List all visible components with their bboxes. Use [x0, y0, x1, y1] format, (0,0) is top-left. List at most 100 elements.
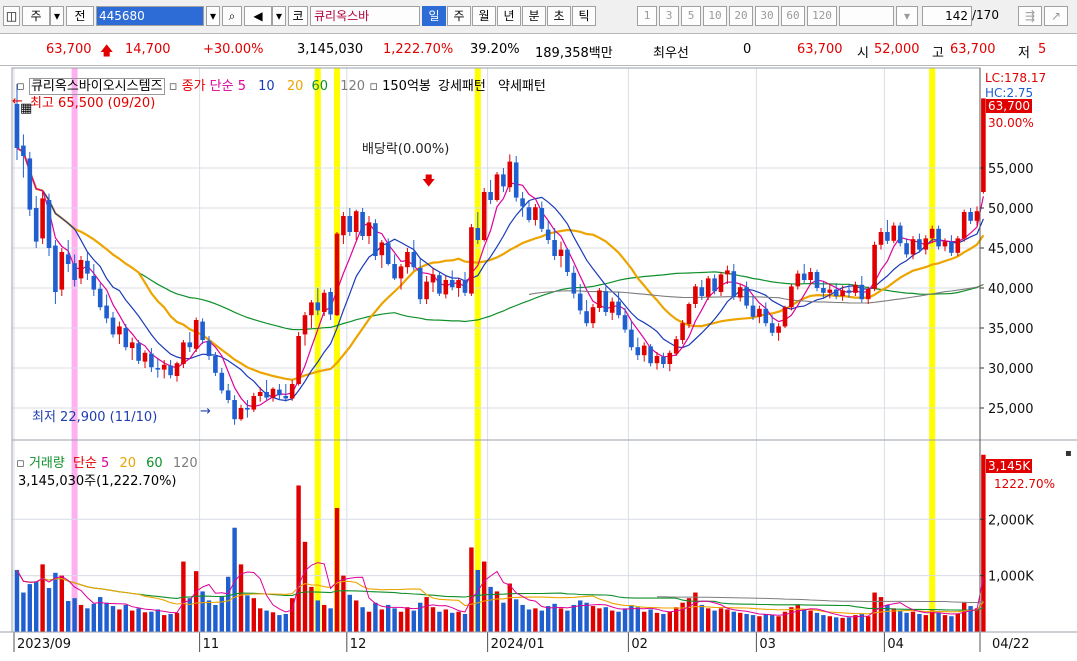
candle-body — [104, 305, 109, 319]
volume-ratio: 1,222.70% — [383, 42, 454, 57]
date-label: 2024/01 — [491, 637, 545, 652]
candle-body — [520, 198, 525, 207]
compare-icon[interactable]: ⇶ — [1018, 6, 1042, 26]
volume-bar — [130, 610, 135, 632]
speaker-dropdown-icon[interactable]: ▾ — [272, 6, 286, 26]
candle-body — [795, 273, 801, 287]
candlestick-chart[interactable]: 25,000 30,000 35,000 40,000 45,000 50,000 55,0… — [0, 66, 1077, 658]
candle-body — [385, 243, 391, 264]
candle-body — [961, 212, 967, 239]
interval-30[interactable]: 30 — [755, 6, 779, 26]
volume-bar — [264, 610, 269, 632]
volume-bar — [219, 595, 224, 632]
candle-body — [33, 208, 39, 242]
current-price-secondary: 63,700 — [797, 42, 843, 57]
date-label: 2023/09 — [17, 637, 71, 652]
low-value: 5 — [1038, 42, 1047, 57]
candle-body — [277, 389, 282, 396]
mode-select-secondary[interactable]: 전 — [66, 6, 94, 26]
legend-bullet: ▫ — [16, 79, 25, 94]
candle-count-total: /170 — [972, 8, 999, 22]
volume-bar — [654, 612, 660, 632]
mode-secondary-label: 전 — [74, 9, 86, 23]
candle-body — [635, 347, 641, 356]
period-tab-second[interactable]: 초 — [547, 6, 571, 26]
best-bid-value: 0 — [743, 42, 752, 57]
interval-3[interactable]: 3 — [659, 6, 679, 26]
period-tab-month[interactable]: 월 — [472, 6, 496, 26]
volume-bar — [558, 608, 564, 632]
period-tab-tick[interactable]: 틱 — [572, 6, 596, 26]
volume-bar — [699, 604, 704, 632]
stock-name-label[interactable]: 큐리옥스바 — [310, 6, 420, 26]
interval-dropdown-icon[interactable]: ▾ — [896, 6, 918, 26]
volume-bar — [123, 604, 128, 632]
trend-icon[interactable]: ↗ — [1044, 6, 1068, 26]
volume-bar — [802, 609, 807, 632]
candle-body — [974, 211, 980, 221]
volume-bar — [674, 607, 679, 632]
candle-body — [616, 301, 621, 316]
volume-bar — [174, 612, 180, 632]
volume-bar — [629, 604, 634, 632]
calendar-icon[interactable]: ▦ — [20, 101, 33, 116]
volume-bar — [53, 572, 58, 632]
best-bid-label: 최우선 — [653, 46, 689, 61]
chevron-down-icon[interactable]: ▾ — [50, 6, 64, 26]
volume-bar — [226, 576, 231, 632]
candle-body — [814, 272, 820, 288]
candle-body — [347, 216, 353, 232]
period-tab-minute[interactable]: 분 — [522, 6, 546, 26]
candle-body — [21, 145, 26, 156]
chart-menu-icon[interactable]: ◫ — [3, 6, 20, 26]
period-tab-day[interactable]: 일 — [422, 6, 446, 26]
candle-body — [443, 280, 449, 295]
legend-stock-name[interactable]: 큐리옥스바이오시스템즈 — [28, 78, 165, 95]
candle-body — [53, 245, 58, 292]
volume-bar — [526, 609, 532, 632]
legend-pattern: 150억봉 — [382, 79, 431, 94]
period-tab-year[interactable]: 년 — [497, 6, 521, 26]
candle-body — [469, 227, 474, 294]
strong-pattern-band — [334, 68, 340, 632]
volume-bar — [840, 617, 845, 632]
date-label: 04 — [887, 637, 904, 652]
volume-bar — [763, 613, 768, 632]
volume-bar — [78, 604, 84, 632]
chart-canvas[interactable]: 25,000 30,000 35,000 40,000 45,000 50,000 55,0… — [0, 66, 1077, 658]
date-label: 11 — [203, 637, 220, 652]
candle-body — [270, 388, 276, 398]
interval-1[interactable]: 1 — [637, 6, 657, 26]
volume-bar — [642, 611, 647, 632]
candle-body — [488, 192, 493, 200]
price-change-pct: +30.00% — [203, 42, 264, 57]
candle-body — [264, 392, 269, 398]
mode-select-primary[interactable]: 주 — [22, 6, 50, 26]
legend-vol-ma60: 60 — [146, 456, 163, 471]
quote-bar: 63,700 🡅 14,700 +30.00% 3,145,030 1,222.… — [0, 34, 1077, 66]
volume-bar — [930, 610, 935, 632]
code-dropdown-icon[interactable]: ▾ — [206, 6, 220, 26]
search-icon[interactable]: ⌕ — [222, 6, 242, 26]
volume-bar — [539, 610, 544, 632]
candle-body — [501, 174, 506, 187]
candle-body — [693, 286, 698, 304]
candle-count-input[interactable]: 142 — [922, 6, 972, 26]
interval-120[interactable]: 120 — [807, 6, 837, 26]
volume-bar — [693, 592, 698, 632]
volume-bar — [712, 610, 717, 632]
stock-code-input[interactable]: 445680 — [96, 6, 204, 26]
interval-custom-input[interactable] — [839, 6, 894, 26]
volume-bar — [891, 608, 896, 632]
legend-bullet: ▫ — [369, 79, 378, 94]
candle-body — [187, 342, 193, 348]
market-badge[interactable]: 코 — [288, 6, 308, 26]
pane-close-icon[interactable]: ▪ — [1065, 448, 1072, 459]
period-tab-week[interactable]: 주 — [447, 6, 471, 26]
interval-5[interactable]: 5 — [681, 6, 701, 26]
speaker-icon[interactable]: ◀ — [244, 6, 272, 26]
interval-60[interactable]: 60 — [781, 6, 805, 26]
interval-20[interactable]: 20 — [729, 6, 753, 26]
interval-10[interactable]: 10 — [703, 6, 727, 26]
candle-body — [398, 266, 404, 279]
